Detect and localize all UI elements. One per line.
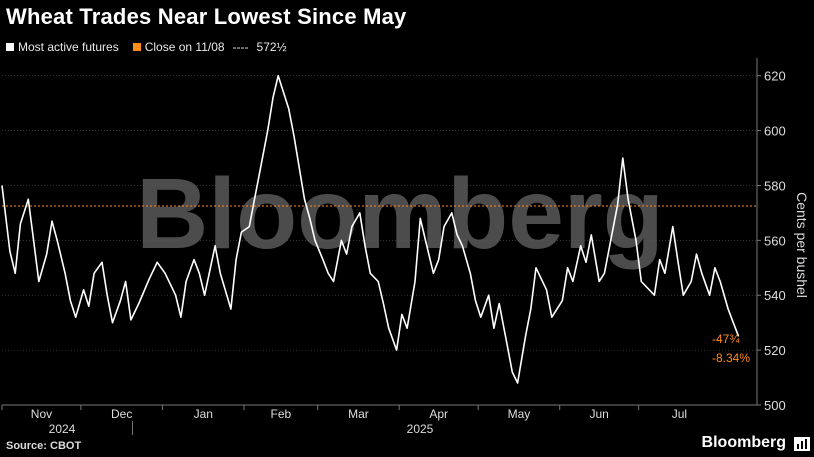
x-tick-label-jan: Jan bbox=[194, 407, 213, 421]
legend-series-label: Most active futures bbox=[18, 40, 119, 54]
x-tick-label-jun: Jun bbox=[589, 407, 608, 421]
x-tick-label-jul: Jul bbox=[672, 407, 687, 421]
y-tick-label-560: 560 bbox=[764, 233, 786, 248]
x-tick-label-nov: Nov bbox=[31, 407, 52, 421]
legend-close-value: 572½ bbox=[256, 40, 287, 54]
brand-logo: Bloomberg bbox=[701, 434, 786, 451]
y-tick-label-620: 620 bbox=[764, 69, 786, 84]
bar-chart-icon bbox=[794, 437, 810, 451]
legend-close-swatch bbox=[132, 43, 141, 51]
legend-series: Most active futures bbox=[6, 40, 119, 54]
watermark: Bloomberg bbox=[136, 158, 664, 270]
source-note: Source: CBOT bbox=[6, 440, 82, 452]
x-tick-label-apr: Apr bbox=[429, 407, 448, 421]
y-tick-label-580: 580 bbox=[764, 178, 786, 193]
y-axis-label: Cents per bushel bbox=[794, 192, 810, 298]
series-line-most-active-futures bbox=[1, 74, 740, 384]
y-tick-label-500: 500 bbox=[764, 398, 786, 413]
chart-title: Wheat Trades Near Lowest Since May bbox=[6, 4, 407, 29]
legend-series-swatch bbox=[6, 43, 14, 51]
year-label-2025: 2025 bbox=[407, 422, 434, 436]
y-tick-label-540: 540 bbox=[764, 288, 786, 303]
legend-close-dash: ---- bbox=[232, 40, 249, 54]
year-label-2024: 2024 bbox=[49, 422, 76, 436]
x-tick-label-mar: Mar bbox=[348, 407, 369, 421]
x-axis: Nov Dec Jan Feb Mar Apr May Jun Jul 2024 2025 bbox=[1, 404, 757, 436]
x-tick-label-feb: Feb bbox=[271, 407, 292, 421]
y-tick-label-600: 600 bbox=[764, 124, 786, 139]
percent-annotation: -8.34% bbox=[712, 351, 750, 365]
x-tick-label-dec: Dec bbox=[111, 407, 132, 421]
legend: Most active futures Close on 11/08 ---- … bbox=[6, 40, 295, 54]
x-tick-label-may: May bbox=[508, 407, 531, 421]
y-tick-label-520: 520 bbox=[764, 343, 786, 358]
y-axis: 500 520 540 560 580 600 620 bbox=[756, 58, 786, 413]
legend-close-label: Close on 11/08 bbox=[144, 40, 225, 54]
change-annotation: -47¾ bbox=[712, 332, 740, 346]
legend-close: Close on 11/08 ---- 572½ bbox=[132, 40, 287, 54]
